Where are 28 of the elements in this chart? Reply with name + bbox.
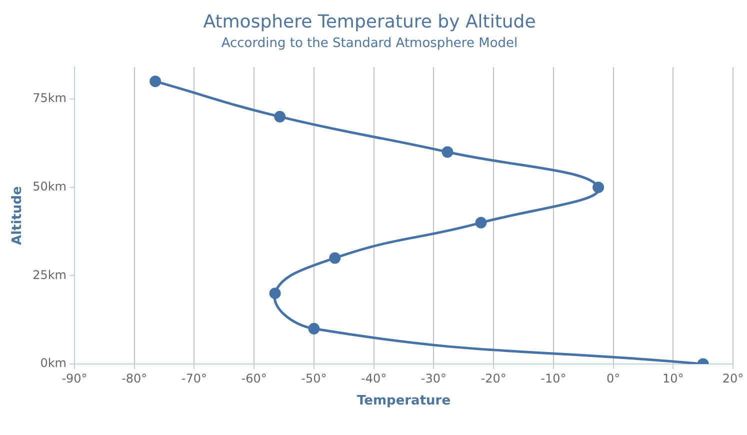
y-tick-label: 50km [32,179,67,194]
point [475,216,487,228]
x-tick-label: -30° [420,371,446,386]
x-tick-label: -20° [480,371,506,386]
point [329,252,341,264]
point [308,322,320,334]
x-tick-label: 0° [606,371,620,386]
x-tick-label: -40° [361,371,387,386]
y-axis-title: Altitude [10,186,26,245]
y-tick-label: 0km [40,356,67,370]
x-axis-title: Temperature [356,394,451,409]
point [592,182,604,194]
x-tick-label: -70° [181,371,208,386]
x-tick-label: -90° [62,371,88,386]
y-tick-label: 75km [32,91,67,106]
x-tick-label: 20° [722,371,744,386]
point [150,76,162,88]
x-tick-label: 10° [662,371,684,386]
chart-title: Atmosphere Temperature by Altitude [203,11,536,32]
x-tick-label: -60° [241,371,267,386]
y-tick-label: 25km [32,268,67,282]
point [269,288,281,300]
x-tick-label: -80° [122,371,148,386]
chart-subtitle: According to the Standard Atmosphere Model [221,36,518,51]
point [442,146,454,158]
x-tick-label: -10° [540,371,566,386]
point [274,110,286,122]
x-tick-label: -50° [301,371,327,386]
